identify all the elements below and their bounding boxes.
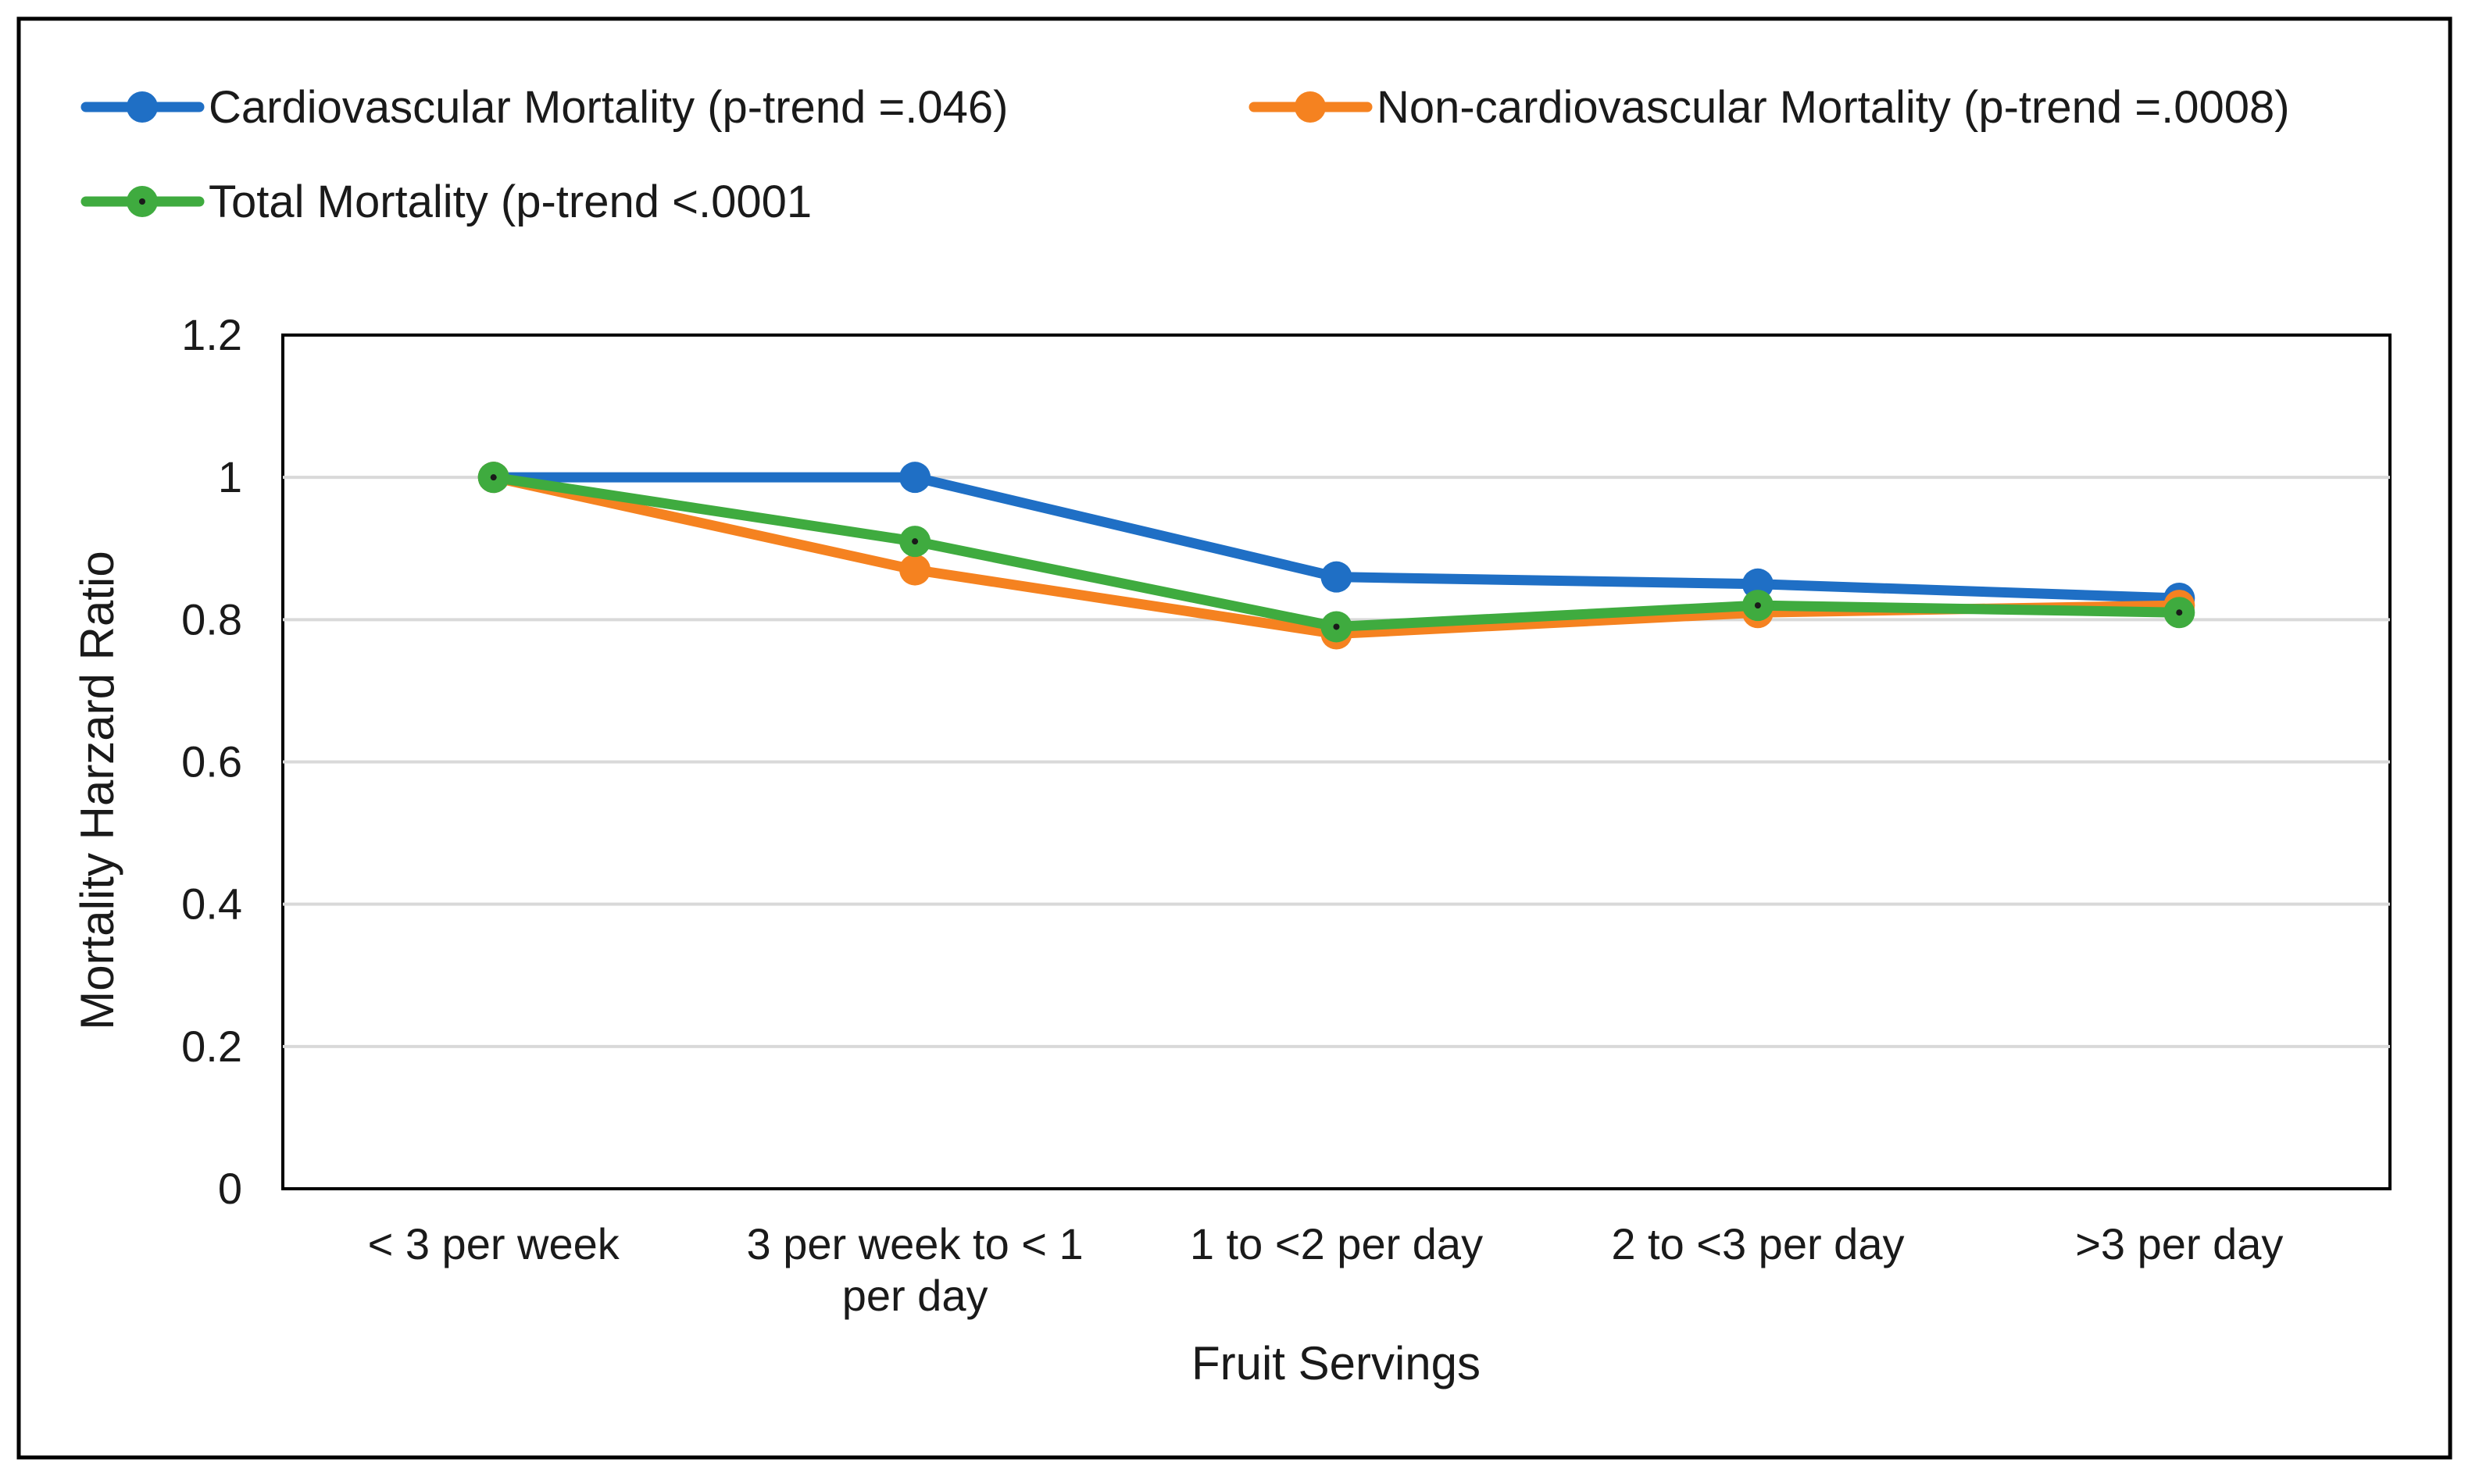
x-axis-title: Fruit Servings — [1191, 1337, 1481, 1389]
y-tick-label: 0 — [218, 1164, 242, 1213]
data-point — [899, 554, 931, 586]
data-point-center — [1754, 602, 1761, 609]
y-tick-label: 0.2 — [181, 1022, 242, 1071]
series-lines — [477, 462, 2195, 650]
data-point-center — [912, 538, 919, 545]
data-point — [1741, 568, 1774, 600]
x-category-label: 2 to <3 per day — [1611, 1219, 1904, 1268]
y-axis-ticks: 0 0.2 0.4 0.6 0.8 1 1.2 — [181, 310, 242, 1213]
y-axis-title: Mortality Harzard Ratio — [71, 551, 123, 1030]
data-point — [1320, 561, 1352, 593]
figure-border — [16, 16, 2452, 1460]
data-point — [899, 462, 931, 494]
y-tick-label: 0.8 — [181, 594, 242, 644]
y-tick-label: 0.6 — [181, 737, 242, 787]
legend-label: Total Mortality (p-trend <.0001 — [209, 177, 812, 227]
legend: Cardiovascular Mortality (p-trend =.046)… — [80, 82, 2290, 227]
legend-swatch-marker — [127, 91, 158, 123]
y-tick-label: 1.2 — [181, 310, 242, 359]
x-category-label: >3 per day — [2075, 1219, 2283, 1268]
legend-label: Cardiovascular Mortality (p-trend =.046) — [209, 82, 1008, 133]
x-category-label: 1 to <2 per day — [1190, 1219, 1483, 1268]
x-category-label: < 3 per week — [368, 1219, 620, 1268]
legend-swatch-marker — [1295, 91, 1326, 123]
legend-label: Non-cardiovascular Mortality (p-trend =.… — [1377, 82, 2290, 133]
data-point-center — [490, 474, 497, 481]
y-tick-label: 1 — [218, 452, 242, 501]
y-tick-label: 0.4 — [181, 879, 242, 929]
x-category-label: 3 per week to < 1 — [747, 1219, 1084, 1268]
x-category-label: per day — [842, 1271, 988, 1320]
legend-swatch-center — [139, 198, 145, 205]
data-point-center — [1333, 623, 1340, 630]
data-point-center — [2176, 609, 2183, 616]
